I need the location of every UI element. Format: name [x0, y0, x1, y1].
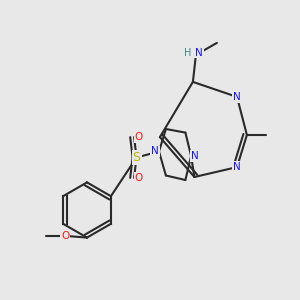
Text: O: O: [134, 173, 143, 183]
Text: N: N: [233, 92, 241, 102]
Text: N: N: [233, 162, 241, 172]
Text: H: H: [184, 47, 191, 58]
Text: N: N: [191, 151, 199, 161]
Text: S: S: [133, 151, 140, 164]
Text: O: O: [134, 132, 143, 142]
Text: N: N: [151, 146, 159, 157]
Text: O: O: [61, 231, 70, 241]
Text: N: N: [195, 47, 203, 58]
